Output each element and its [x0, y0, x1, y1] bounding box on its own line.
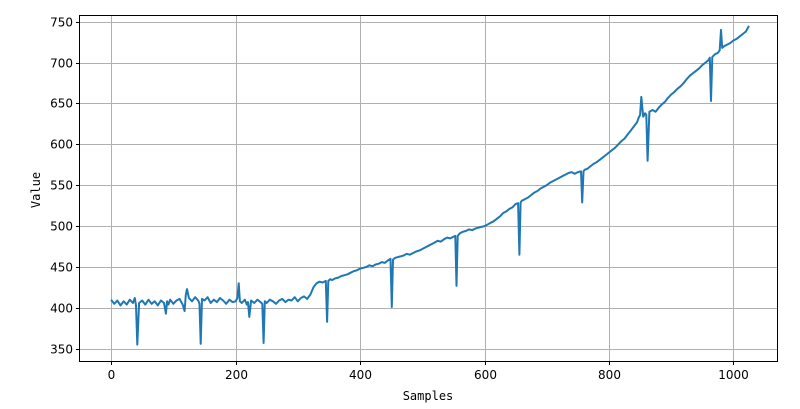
y-tick-label: 600 [50, 138, 73, 152]
grid-lines [80, 16, 777, 361]
plot-frame [79, 15, 778, 362]
x-tick-label: 400 [349, 368, 372, 382]
y-tick-label: 700 [50, 57, 73, 71]
y-tick-label: 450 [50, 261, 73, 275]
x-axis-label: Samples [403, 389, 454, 403]
y-axis-label: Value [29, 172, 43, 208]
y-tick-label: 750 [50, 16, 73, 30]
x-tick-label: 1000 [718, 368, 749, 382]
y-tick-label: 650 [50, 97, 73, 111]
y-tick-label: 350 [50, 343, 73, 357]
series-line-0 [110, 25, 750, 346]
series-layer [110, 25, 750, 346]
y-tick-label: 550 [50, 179, 73, 193]
axis-ticks: 0 200 400 600 800 1000 350 400 450 500 550 600 650 70… [50, 16, 749, 383]
x-tick-label: 0 [108, 368, 116, 382]
y-tick-label: 400 [50, 302, 73, 316]
x-tick-label: 200 [225, 368, 248, 382]
y-tick-label: 500 [50, 220, 73, 234]
x-tick-label: 800 [598, 368, 621, 382]
x-tick-label: 600 [474, 368, 497, 382]
